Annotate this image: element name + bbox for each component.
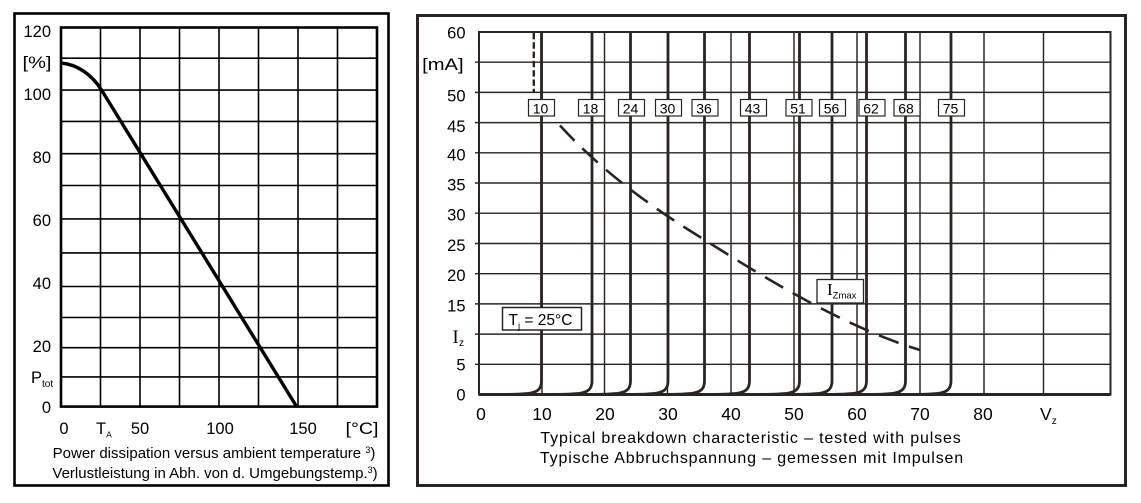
svg-text:Typical breakdown characterist: Typical breakdown characteristic – teste…	[540, 430, 961, 447]
svg-text:0: 0	[42, 399, 51, 417]
svg-text:20: 20	[595, 404, 615, 424]
svg-text:Power dissipation versus ambie: Power dissipation versus ambient tempera…	[53, 445, 376, 462]
svg-text:24: 24	[623, 101, 639, 117]
svg-text:51: 51	[790, 101, 806, 117]
svg-text:60: 60	[33, 212, 51, 230]
svg-text:60: 60	[847, 404, 867, 424]
svg-text:75: 75	[943, 101, 959, 117]
svg-text:120: 120	[23, 23, 51, 41]
svg-text:[mA]: [mA]	[422, 56, 464, 74]
svg-text:0: 0	[456, 387, 465, 405]
svg-text:Ptot: Ptot	[31, 369, 53, 390]
svg-text:50: 50	[447, 88, 465, 106]
svg-text:100: 100	[206, 420, 234, 438]
svg-text:70: 70	[910, 404, 930, 424]
svg-text:36: 36	[696, 101, 712, 117]
svg-text:45: 45	[447, 118, 465, 136]
svg-text:TA: TA	[96, 420, 112, 440]
svg-text:25: 25	[447, 237, 465, 255]
svg-text:50: 50	[131, 420, 149, 438]
svg-text:Tj = 25°C: Tj = 25°C	[509, 312, 573, 332]
svg-text:Verlustleistung in Abh. von d.: Verlustleistung in Abh. von d. Umgebungs…	[52, 465, 377, 482]
svg-text:68: 68	[898, 101, 914, 117]
svg-text:40: 40	[721, 404, 741, 424]
svg-text:40: 40	[33, 275, 51, 293]
svg-text:60: 60	[447, 25, 465, 43]
svg-text:[°C]: [°C]	[346, 420, 379, 438]
svg-text:40: 40	[447, 146, 465, 164]
svg-text:10: 10	[533, 101, 549, 117]
svg-text:I: I	[453, 328, 459, 348]
svg-text:18: 18	[583, 101, 599, 117]
svg-text:20: 20	[447, 267, 465, 285]
svg-text:80: 80	[973, 404, 993, 424]
svg-text:30: 30	[447, 207, 465, 225]
svg-text:10: 10	[532, 404, 552, 424]
svg-text:20: 20	[33, 338, 51, 356]
svg-text:30: 30	[658, 404, 678, 424]
svg-text:15: 15	[447, 297, 465, 315]
svg-text:50: 50	[784, 404, 804, 424]
svg-text:62: 62	[863, 101, 879, 117]
svg-text:80: 80	[33, 149, 51, 167]
svg-text:z: z	[459, 338, 464, 349]
svg-text:43: 43	[745, 101, 761, 117]
svg-text:30: 30	[660, 101, 676, 117]
svg-text:Vz: Vz	[1040, 404, 1057, 427]
svg-text:0: 0	[476, 404, 486, 424]
svg-text:0: 0	[59, 420, 68, 438]
svg-text:56: 56	[824, 101, 840, 117]
svg-text:100: 100	[23, 86, 51, 104]
svg-text:35: 35	[447, 177, 465, 195]
svg-text:Typische Abbruchspannung – gem: Typische Abbruchspannung – gemessen mit …	[540, 450, 964, 467]
svg-text:5: 5	[456, 357, 465, 375]
svg-text:[%]: [%]	[23, 54, 52, 72]
svg-text:150: 150	[289, 420, 317, 438]
